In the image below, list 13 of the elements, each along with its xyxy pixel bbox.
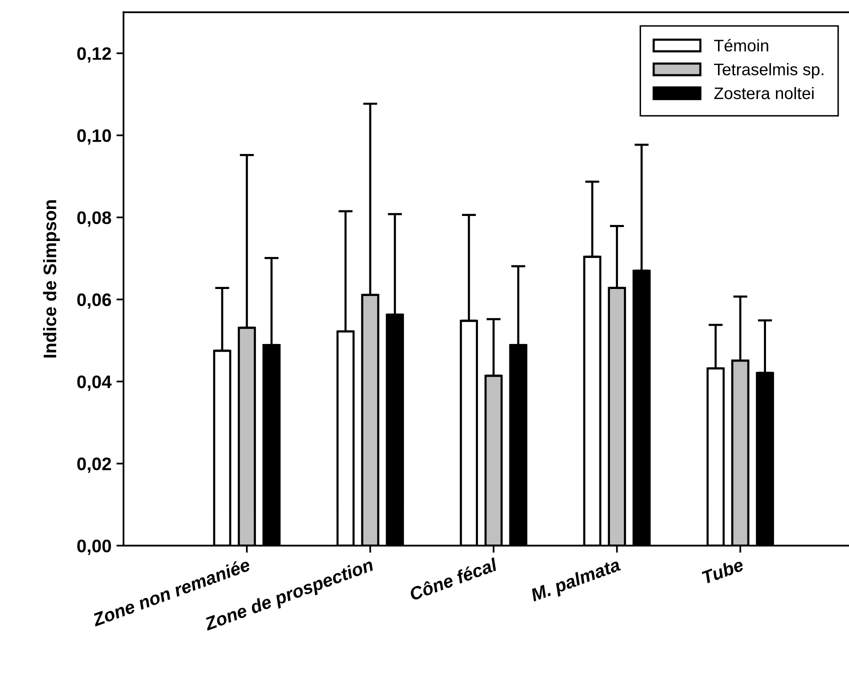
y-axis-title: Indice de Simpson — [43, 200, 60, 358]
legend-label: Témoin — [714, 39, 768, 52]
legend-label: Zostera noltei — [714, 86, 814, 100]
y-tick-label: 0,06 — [77, 293, 112, 309]
legend-label: Tetraselmis sp. — [714, 63, 824, 79]
y-tick-label: 0,02 — [77, 458, 111, 473]
y-tick-label: 0,08 — [77, 211, 112, 227]
y-tick-label: 0,04 — [77, 375, 112, 391]
y-tick-label: 0,10 — [77, 129, 111, 145]
y-tick-label: 0,00 — [77, 540, 111, 555]
y-tick-label: 0,12 — [77, 47, 111, 63]
x-tick-label: Cône fécal — [408, 556, 498, 601]
x-tick-label: Tube — [701, 558, 744, 584]
